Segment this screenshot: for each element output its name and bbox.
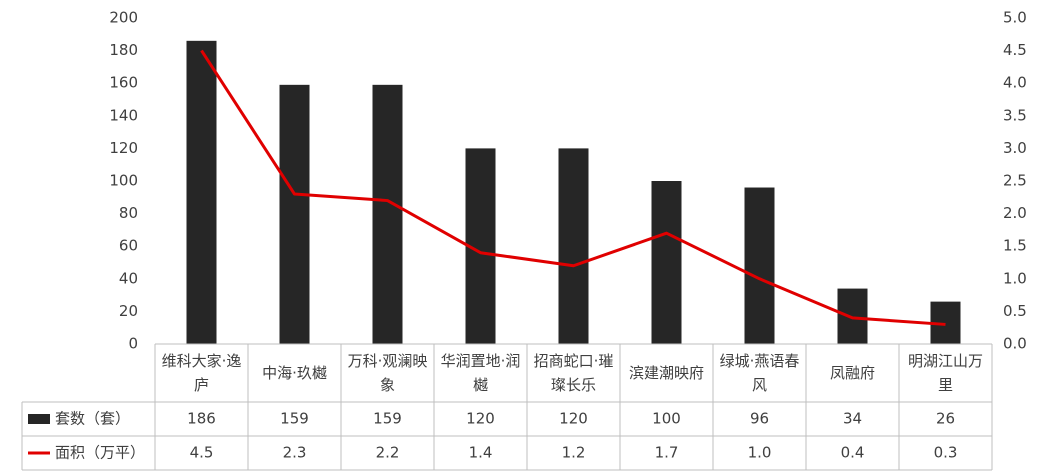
y-tick-label: 120 [109,139,138,157]
bar [186,40,217,344]
y2-tick-label: 3.0 [1003,139,1027,157]
bar [558,148,589,344]
y-tick-label: 80 [119,204,138,222]
table-value: 4.5 [190,444,214,462]
table-value: 1.0 [748,444,772,462]
table-value: 2.2 [376,444,400,462]
x-tick-label: 维科大家·逸庐 [161,352,242,394]
y-tick-label: 40 [119,269,138,287]
table-value: 120 [559,410,588,428]
y2-tick-label: 5.0 [1003,9,1027,27]
y-tick-label: 0 [128,335,138,353]
x-tick-label: 招商蛇口·璀璨长乐 [533,352,614,394]
bar [744,187,775,344]
x-tick-label: 绿城·燕语春风 [719,352,800,394]
bar [651,181,682,344]
legend-label: 面积（万平） [55,444,145,462]
y-tick-label: 180 [109,41,138,59]
table-value: 34 [843,410,862,428]
bar [279,84,310,344]
bar [372,84,403,344]
y2-tick-label: 0.5 [1003,302,1027,320]
y-tick-label: 200 [109,9,138,27]
y2-tick-label: 1.5 [1003,237,1027,255]
y-tick-label: 60 [119,237,138,255]
legend-label: 套数（套） [55,410,130,428]
table-value: 159 [373,410,402,428]
x-tick-label: 滨建潮映府 [628,364,704,382]
table-value: 159 [280,410,309,428]
x-tick-label: 明湖江山万里 [907,352,983,394]
y2-tick-label: 1.0 [1003,269,1027,287]
x-tick-label: 万科·观澜映象 [347,352,428,394]
table-value: 0.4 [841,444,865,462]
table-value: 96 [750,410,769,428]
table-value: 26 [936,410,955,428]
table-value: 1.7 [655,444,679,462]
y-tick-label: 100 [109,172,138,190]
bar [837,288,868,344]
table-value: 100 [652,410,681,428]
table-value: 1.4 [469,444,493,462]
y2-tick-label: 3.5 [1003,106,1027,124]
x-tick-label: 凤融府 [829,364,875,382]
y-tick-label: 20 [119,302,138,320]
y-tick-label: 140 [109,106,138,124]
table-value: 186 [187,410,216,428]
line-series [200,49,946,326]
y2-tick-label: 2.5 [1003,172,1027,190]
y2-tick-label: 4.5 [1003,41,1027,59]
y2-tick-label: 4.0 [1003,74,1027,92]
table-value: 0.3 [934,444,958,462]
y2-tick-label: 0.0 [1003,335,1027,353]
table-value: 120 [466,410,495,428]
y-tick-label: 160 [109,74,138,92]
table-value: 2.3 [283,444,307,462]
x-tick-label: 中海·玖樾 [262,364,327,382]
y2-tick-label: 2.0 [1003,204,1027,222]
legend-key [28,414,50,424]
x-tick-label: 华润置地·润樾 [440,352,521,394]
table-value: 1.2 [562,444,586,462]
